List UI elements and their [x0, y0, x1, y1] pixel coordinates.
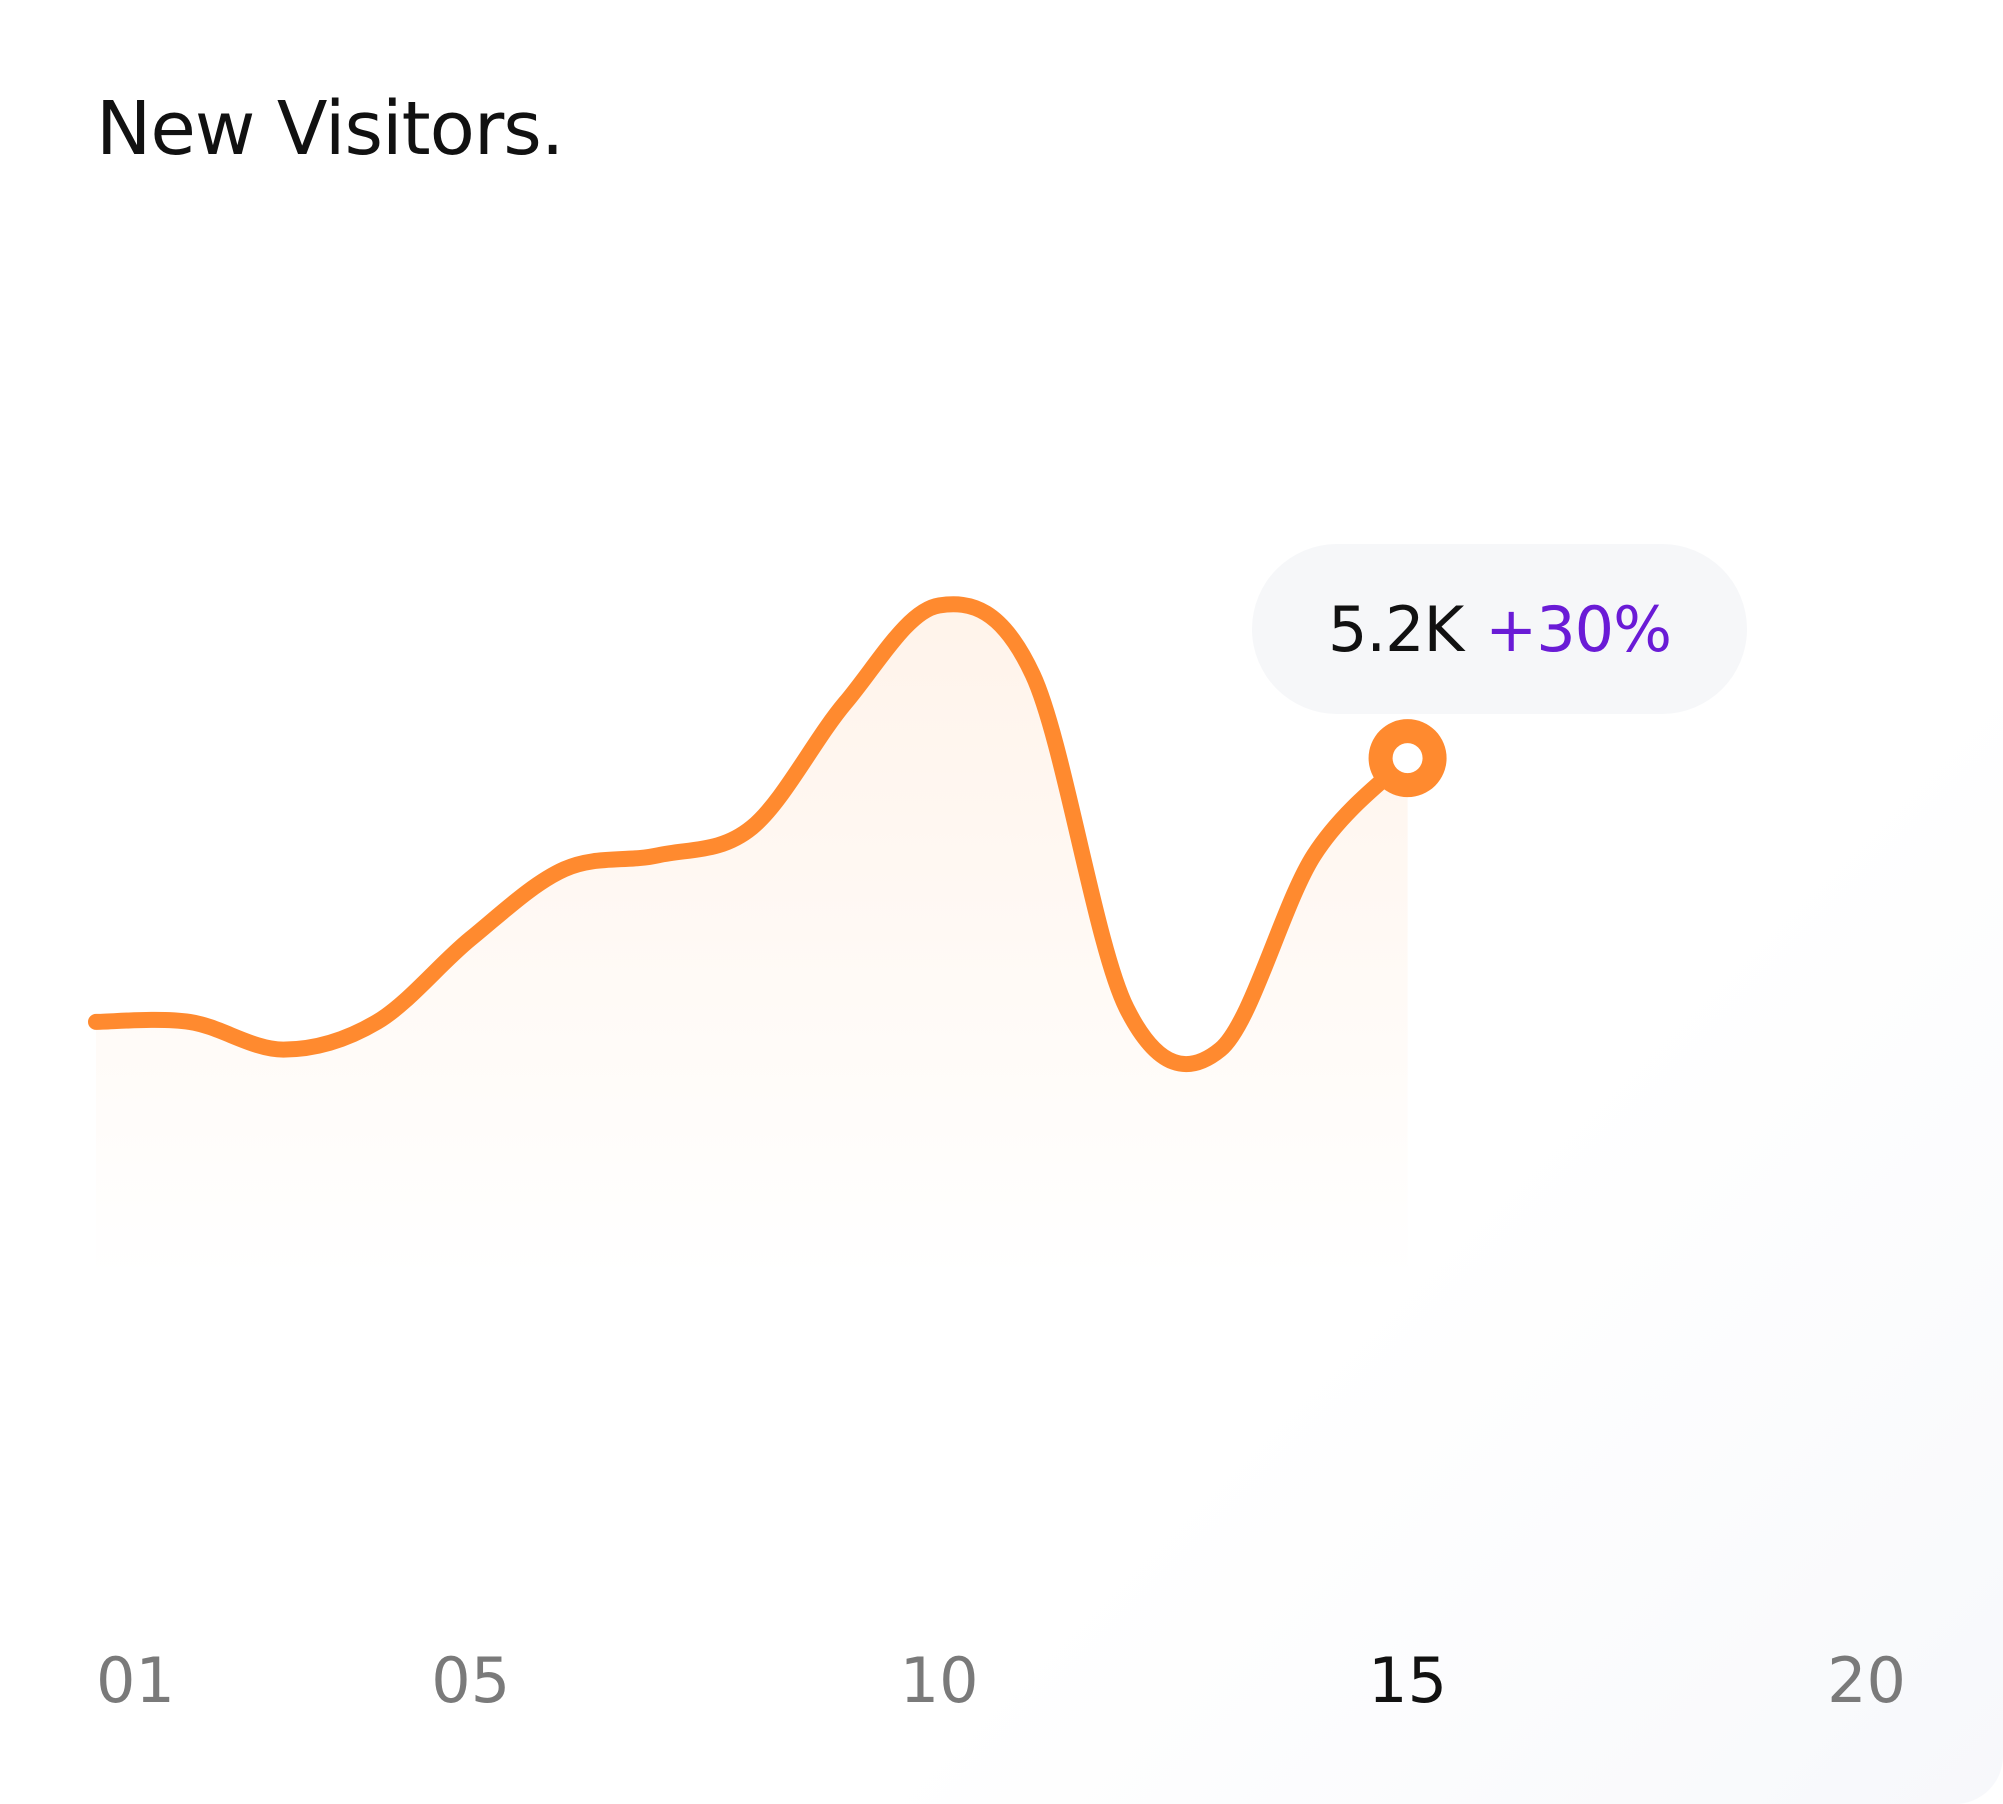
- data-point-5[interactable]: [463, 931, 479, 947]
- highlight-tooltip: 5.2K +30%: [1252, 544, 1747, 714]
- x-tick-01: 01: [96, 1644, 175, 1717]
- x-tick-05: 05: [431, 1644, 510, 1717]
- x-tick-10: 10: [900, 1644, 979, 1717]
- data-point-2[interactable]: [182, 1014, 198, 1030]
- data-point-7[interactable]: [650, 847, 666, 863]
- card-title: New Visitors.: [96, 86, 564, 172]
- x-axis-ticks: 01 05 10 15 20: [96, 1644, 1906, 1717]
- series-area: [96, 604, 1408, 1280]
- data-point-12[interactable]: [1119, 1000, 1135, 1016]
- data-point-6[interactable]: [556, 861, 572, 877]
- data-point-3[interactable]: [275, 1042, 291, 1058]
- highlight-marker-center: [1392, 743, 1423, 774]
- data-point-10[interactable]: [931, 597, 947, 613]
- tooltip-change: +30%: [1485, 592, 1672, 666]
- data-point-14[interactable]: [1306, 847, 1322, 863]
- series-line: [88, 596, 1416, 1073]
- tooltip-value: 5.2K: [1327, 592, 1464, 666]
- x-tick-15: 15: [1368, 1644, 1447, 1717]
- x-tick-20: 20: [1827, 1644, 1906, 1717]
- data-point-9[interactable]: [837, 695, 853, 711]
- data-point-4[interactable]: [369, 1014, 385, 1030]
- data-point-8[interactable]: [744, 820, 760, 836]
- data-point-11[interactable]: [1025, 667, 1041, 683]
- data-point-13[interactable]: [1212, 1042, 1228, 1058]
- data-point-1[interactable]: [88, 1014, 104, 1030]
